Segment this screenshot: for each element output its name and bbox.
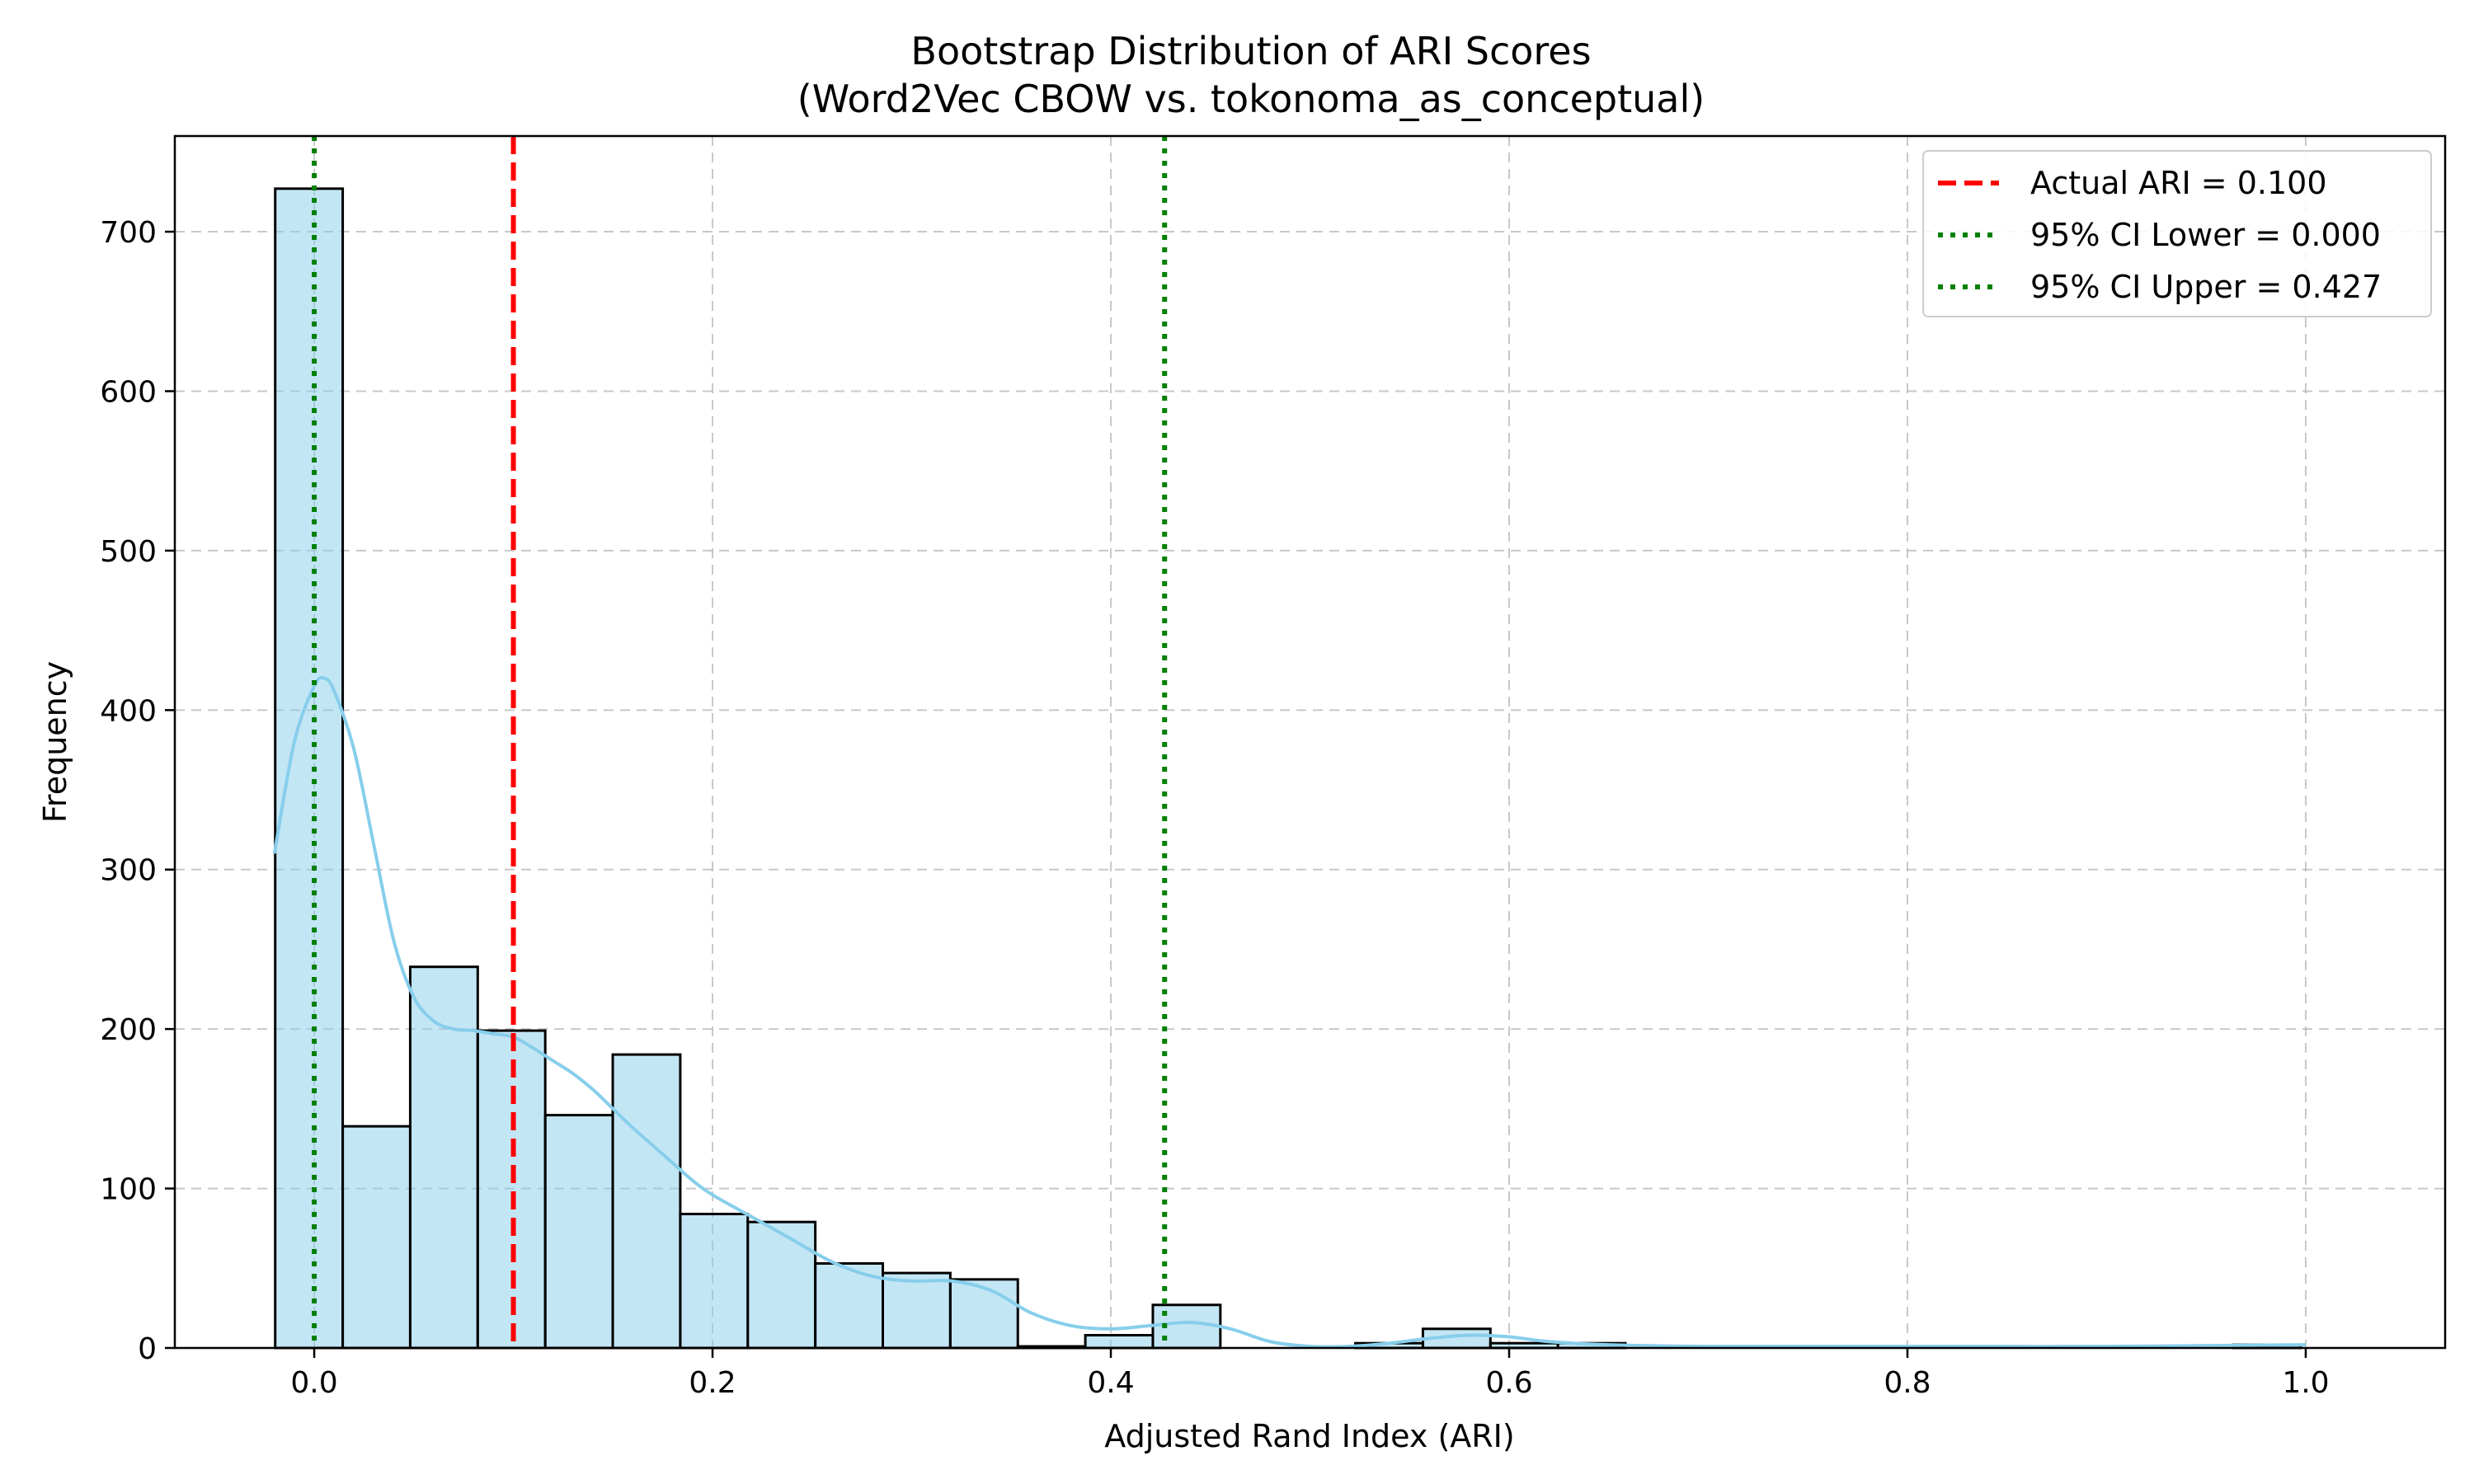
histogram-bar [341, 1125, 412, 1350]
histogram-bar [408, 965, 479, 1350]
legend: Actual ARI = 0.100 95% CI Lower = 0.000 95… [1922, 150, 2432, 317]
x-tick-label: 0.4 [1087, 1366, 1134, 1400]
y-axis-label: Frequency [37, 661, 73, 823]
y-tick-label: 200 [100, 1013, 157, 1047]
legend-actual-ari-label: Actual ARI = 0.100 [2030, 165, 2327, 201]
histogram-bar [948, 1278, 1019, 1350]
y-tick-label: 300 [100, 854, 157, 888]
legend-entries: Actual ARI = 0.100 95% CI Lower = 0.000 95… [1938, 165, 2382, 305]
x-tick-label: 0.8 [1884, 1366, 1931, 1400]
y-tick-label: 400 [100, 694, 157, 728]
legend-box [1922, 150, 2432, 317]
legend-ci-upper-label: 95% CI Upper = 0.427 [2030, 269, 2382, 305]
histogram-bar [746, 1220, 817, 1350]
y-tick-label: 600 [100, 375, 157, 409]
x-tick-label: 0.0 [290, 1366, 337, 1400]
kde-curve-layer [272, 675, 2306, 1349]
y-tick-label: 500 [100, 535, 157, 569]
y-axis-ticks: 0 100 200 300 400 500 600 700 [100, 216, 175, 1366]
y-tick-label: 0 [138, 1332, 157, 1366]
chart-title: Bootstrap Distribution of ARI Scores [910, 29, 1591, 73]
legend-ci-lower-label: 95% CI Lower = 0.000 [2030, 217, 2381, 253]
histogram-bar [274, 187, 345, 1350]
histogram-bar [679, 1213, 750, 1350]
x-tick-label: 1.0 [2282, 1366, 2329, 1400]
chart-subtitle: (Word2Vec CBOW vs. tokonoma_as_conceptua… [797, 77, 1705, 121]
reference-lines [312, 136, 1168, 1348]
x-axis-ticks: 0.0 0.2 0.4 0.6 0.8 1.0 [290, 1348, 2330, 1400]
histogram-bar [543, 1114, 614, 1350]
histogram-bar [611, 1053, 682, 1350]
histogram-bar [1084, 1334, 1155, 1350]
plot-frame [173, 134, 2447, 1350]
y-tick-label: 700 [100, 216, 157, 250]
x-tick-label: 0.6 [1485, 1366, 1532, 1400]
histogram-bar [882, 1271, 952, 1350]
y-tick-label: 100 [100, 1173, 157, 1207]
histogram-bar [476, 1029, 547, 1350]
x-axis-label: Adjusted Rand Index (ARI) [1104, 1418, 1514, 1454]
kde-curve [272, 675, 2306, 1349]
x-tick-label: 0.2 [689, 1366, 736, 1400]
